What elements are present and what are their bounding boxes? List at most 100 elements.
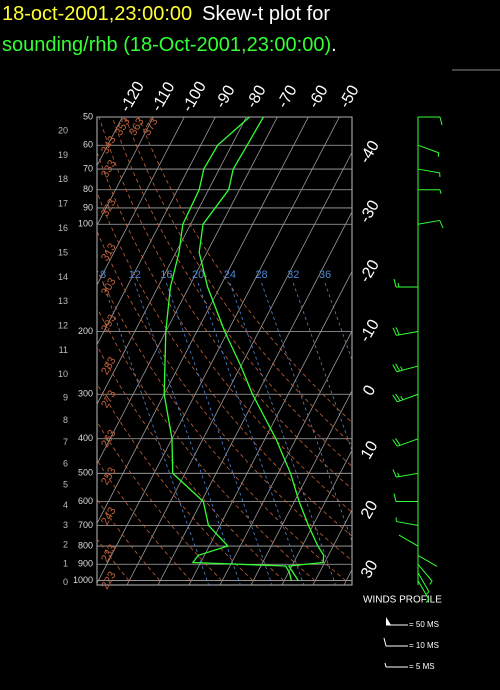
wind-barb bbox=[392, 327, 419, 336]
dry-adiabat bbox=[138, 117, 352, 423]
isotherm bbox=[97, 117, 247, 406]
dry-adiabat bbox=[97, 459, 192, 581]
isotherm-label: -20 bbox=[357, 257, 383, 286]
isotherm-label: -110 bbox=[148, 79, 178, 114]
barb-half-feather bbox=[429, 580, 433, 585]
wind-barb bbox=[417, 572, 430, 595]
barb-staff bbox=[417, 219, 440, 225]
mixing-ratio-line bbox=[261, 282, 352, 543]
theta-label: 373 bbox=[141, 116, 161, 138]
barb-feather bbox=[383, 637, 387, 647]
dry-adiabat bbox=[97, 498, 161, 581]
chart-subtitle: sounding/rhb (18-Oct-2001,23:00:00) bbox=[2, 34, 331, 56]
pressure-tick-label: 90 bbox=[83, 202, 93, 212]
dewpoint-line bbox=[163, 117, 293, 581]
height-tick-label: 15 bbox=[58, 247, 68, 257]
barb-staff bbox=[397, 438, 419, 447]
pressure-tick-label: 70 bbox=[83, 163, 93, 173]
isotherm bbox=[97, 117, 340, 584]
barb-half-feather bbox=[439, 189, 442, 194]
isotherm-label: -100 bbox=[179, 79, 210, 115]
barb-feather bbox=[392, 327, 397, 336]
mixing-ratio-label: 16 bbox=[160, 269, 172, 281]
barb-half-feather bbox=[400, 366, 403, 371]
height-tick-label: 18 bbox=[58, 174, 68, 184]
wind-barb bbox=[398, 534, 419, 547]
isotherm-label: 0 bbox=[360, 382, 379, 398]
height-tick-label: 8 bbox=[63, 415, 68, 425]
barb-half-feather bbox=[425, 599, 430, 603]
isotherm-label: -40 bbox=[357, 138, 383, 167]
mixing-ratio-label: 12 bbox=[129, 269, 141, 281]
barb-feather bbox=[392, 469, 397, 478]
height-tick-label: 3 bbox=[63, 520, 68, 530]
isotherm bbox=[97, 117, 309, 525]
pressure-tick-label: 60 bbox=[83, 140, 93, 150]
wind-barb bbox=[392, 363, 419, 373]
mixing-ratio-label: 8 bbox=[100, 269, 106, 281]
wind-legend-title: WINDS PROFILE bbox=[363, 595, 442, 606]
isotherm bbox=[157, 211, 352, 585]
barb-feather bbox=[392, 364, 398, 372]
isotherm bbox=[312, 509, 352, 585]
wind-barb bbox=[392, 393, 419, 403]
mixing-ratio-line bbox=[229, 282, 336, 585]
dry-adiabat bbox=[98, 117, 352, 490]
wind-barb bbox=[417, 554, 438, 567]
isotherm-label: 30 bbox=[358, 557, 382, 581]
pressure-tick-label: 700 bbox=[78, 520, 93, 530]
wind-barb bbox=[393, 493, 418, 503]
dry-adiabat bbox=[97, 268, 347, 581]
height-tick-label: 14 bbox=[58, 272, 68, 282]
pressure-tick-label: 400 bbox=[78, 433, 93, 443]
pressure-tick-label: 80 bbox=[83, 184, 93, 194]
barb-feather bbox=[395, 327, 400, 336]
mixing-ratio-label: 24 bbox=[224, 269, 236, 281]
barb-staff bbox=[396, 521, 419, 526]
wind-legend-label: = 50 MS bbox=[409, 620, 439, 629]
barb-staff bbox=[417, 144, 439, 154]
height-tick-label: 0 bbox=[63, 577, 68, 587]
barb-staff bbox=[417, 563, 433, 582]
isotherm bbox=[219, 330, 352, 585]
isotherm-label: -50 bbox=[336, 83, 362, 112]
dry-adiabat bbox=[97, 230, 352, 562]
height-tick-label: 20 bbox=[58, 125, 68, 135]
pressure-tick-label: 100 bbox=[78, 219, 93, 229]
isotherm-label: 20 bbox=[358, 498, 382, 522]
height-tick-label: 4 bbox=[63, 500, 68, 510]
dry-adiabat bbox=[97, 150, 352, 513]
height-tick-label: 12 bbox=[58, 321, 68, 331]
dry-adiabat bbox=[97, 344, 285, 581]
barb-half-feather bbox=[425, 591, 430, 595]
theta-label: 263 bbox=[99, 428, 119, 450]
theta-label: 333 bbox=[99, 158, 119, 180]
height-tick-label: 2 bbox=[63, 539, 68, 549]
wind-barb bbox=[395, 517, 419, 526]
dry-adiabat bbox=[97, 420, 223, 581]
barb-feather bbox=[439, 220, 444, 229]
dry-adiabat bbox=[111, 117, 352, 467]
mixing-ratio-line bbox=[134, 282, 241, 585]
theta-label: 313 bbox=[99, 241, 119, 263]
theta-label: 283 bbox=[99, 355, 119, 377]
mixing-ratio-label: 28 bbox=[255, 269, 267, 281]
dry-adiabat bbox=[124, 117, 352, 445]
isotherm-label: -70 bbox=[274, 83, 300, 112]
height-tick-label: 6 bbox=[63, 459, 68, 469]
barb-feather bbox=[392, 439, 398, 447]
chart-title: Skew-t plot for bbox=[202, 3, 330, 25]
dry-adiabat bbox=[97, 382, 254, 581]
height-tick-label: 11 bbox=[59, 345, 68, 355]
pressure-tick-label: 800 bbox=[78, 540, 93, 550]
wind-barb bbox=[417, 168, 441, 178]
height-tick-label: 16 bbox=[58, 223, 68, 233]
pressure-tick-label: 500 bbox=[78, 468, 93, 478]
wind-barb bbox=[393, 278, 418, 288]
height-tick-label: 9 bbox=[63, 392, 68, 402]
barb-staff bbox=[396, 331, 419, 336]
isotherm bbox=[97, 117, 216, 346]
mixing-ratio-line bbox=[197, 282, 305, 585]
barb-staff bbox=[398, 534, 419, 547]
